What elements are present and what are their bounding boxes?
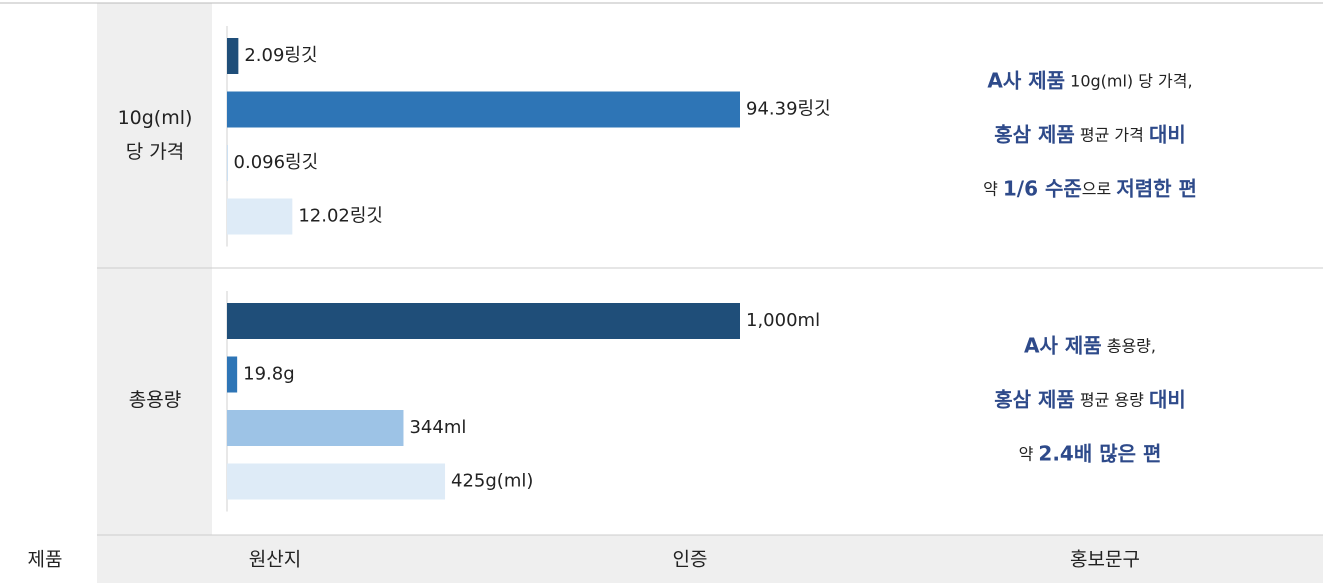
- promo-text: 저렴한 편: [1116, 176, 1197, 200]
- promo-text: 평균 용량: [1075, 390, 1149, 409]
- header-origin: 원산지: [249, 549, 301, 571]
- value-label: 344ml: [409, 417, 466, 438]
- bar: [227, 356, 238, 393]
- promo-text: 으로: [1082, 179, 1117, 198]
- value-label: 12.02링깃: [298, 206, 383, 227]
- promo-text: 2.4배 많은 편: [1038, 441, 1161, 465]
- promo-text: 홍삼 제품: [994, 387, 1075, 411]
- promo-line: 약 1/6 수준으로 저렴한 편: [983, 176, 1197, 200]
- bar: [227, 198, 293, 235]
- promo-line: A사 제품 총용량,: [1024, 333, 1156, 357]
- bar: [227, 463, 446, 500]
- promo-line: 약 2.4배 많은 편: [1019, 441, 1162, 465]
- bar: [227, 303, 740, 339]
- row-label: 당 가격: [126, 141, 184, 163]
- value-label: 425g(ml): [451, 471, 533, 492]
- promo-text: 약: [1019, 444, 1039, 463]
- row-label: 총용량: [129, 389, 181, 411]
- promo-text: 홍삼 제품: [994, 122, 1075, 146]
- promo-line: A사 제품 10g(ml) 당 가격,: [987, 68, 1192, 92]
- promo-text: A사 제품: [1024, 333, 1102, 357]
- promo-line: 홍삼 제품 평균 용량 대비: [994, 387, 1186, 411]
- promo-text: 대비: [1149, 122, 1186, 146]
- promo-text: A사 제품: [987, 68, 1065, 92]
- promo-text: 대비: [1149, 387, 1186, 411]
- label-column: [97, 3, 212, 535]
- header-row: [97, 535, 1323, 583]
- header-promo: 홍보문구: [1070, 549, 1140, 571]
- value-label: 0.096링깃: [234, 152, 319, 173]
- promo-line: 홍삼 제품 평균 가격 대비: [994, 122, 1186, 146]
- promo-text: 10g(ml) 당 가격,: [1065, 71, 1193, 90]
- value-label: 94.39링깃: [746, 99, 831, 120]
- promo-text: 약: [983, 179, 1003, 198]
- bar: [227, 38, 239, 74]
- row-label: 10g(ml): [118, 107, 193, 129]
- value-label: 2.09링깃: [244, 45, 317, 66]
- header-cert: 인증: [673, 549, 708, 571]
- promo-text: 총용량,: [1102, 336, 1156, 355]
- bar: [227, 145, 228, 181]
- value-label: 19.8g: [243, 364, 295, 385]
- promo-text: 평균 가격: [1075, 125, 1149, 144]
- bar: [227, 410, 404, 446]
- value-label: 1,000ml: [746, 310, 820, 331]
- promo-text: 1/6 수준: [1003, 176, 1082, 200]
- header-product: 제품: [28, 549, 63, 571]
- bar: [227, 91, 740, 128]
